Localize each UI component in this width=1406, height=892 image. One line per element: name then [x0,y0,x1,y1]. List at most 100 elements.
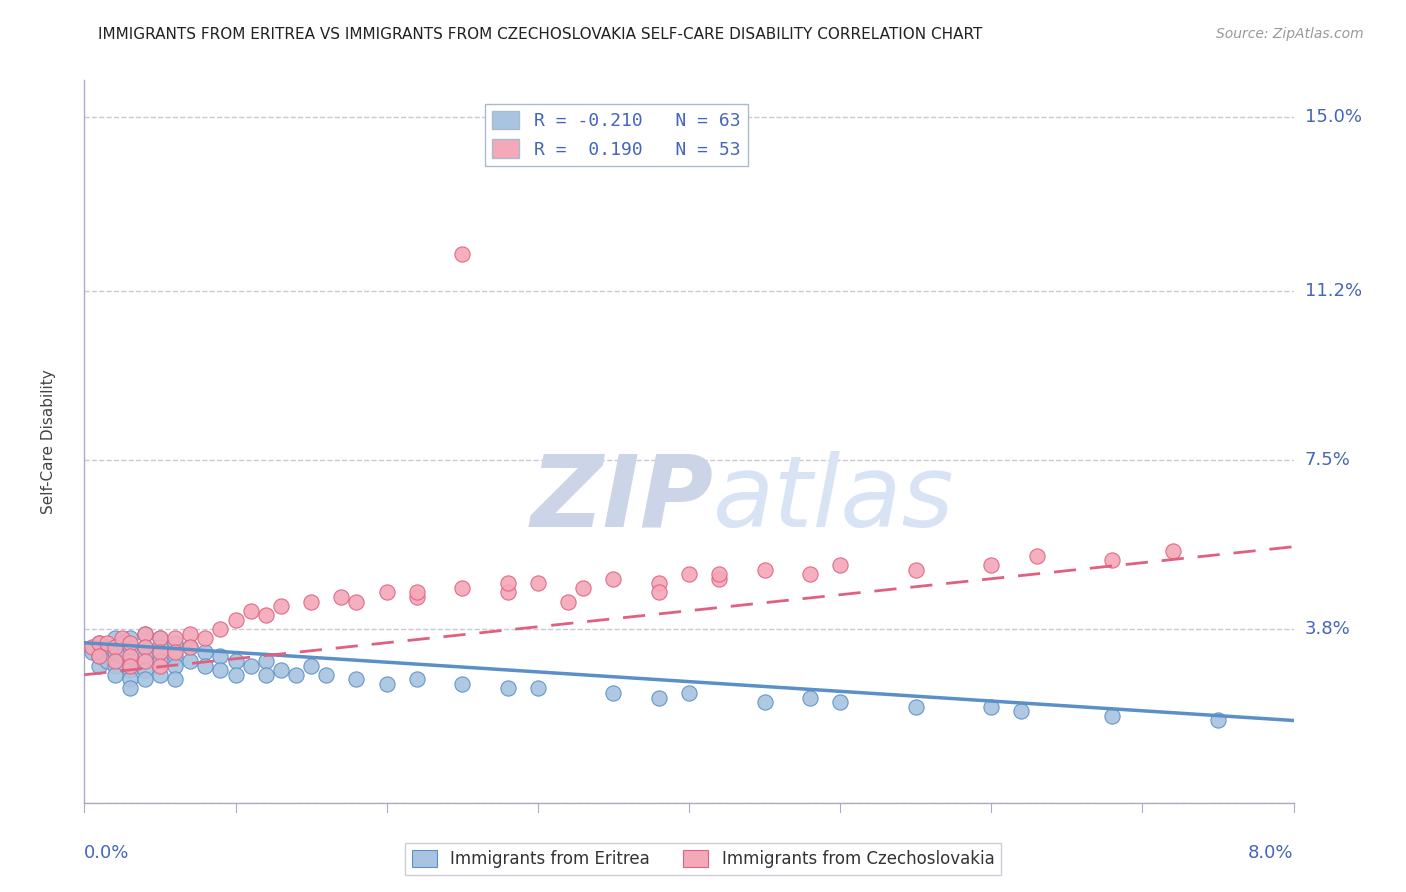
Point [104,658,127,673]
Point [375,677,398,691]
Text: 7.5%: 7.5% [1305,450,1351,469]
Point [451,247,474,261]
Point [254,667,277,681]
Point [1101,709,1123,723]
Point [165,649,187,664]
Text: 11.2%: 11.2% [1305,282,1362,300]
Point [149,658,172,673]
Text: IMMIGRANTS FROM ERITREA VS IMMIGRANTS FROM CZECHOSLOVAKIA SELF-CARE DISABILITY C: IMMIGRANTS FROM ERITREA VS IMMIGRANTS FR… [98,27,983,42]
Point [346,673,368,687]
Point [375,585,398,599]
Point [96,654,118,668]
Point [254,654,277,668]
Point [118,640,141,655]
Point [904,563,927,577]
Point [678,686,700,700]
Point [904,699,927,714]
Point [799,690,821,705]
Point [754,563,776,577]
Point [111,649,134,664]
Point [527,576,550,591]
Point [1161,544,1184,558]
Point [299,658,322,673]
Point [496,585,519,599]
Point [89,636,111,650]
Point [557,594,579,608]
Point [111,636,134,650]
Point [134,626,156,640]
Point [315,667,337,681]
Point [1025,549,1047,563]
Point [209,649,232,664]
Point [285,667,308,681]
Point [225,667,247,681]
Point [1011,704,1033,718]
Point [104,645,127,659]
Point [118,654,141,668]
Point [149,667,172,681]
Point [709,567,731,582]
Text: Self-Care Disability: Self-Care Disability [41,369,56,514]
Point [104,631,127,645]
Point [89,636,111,650]
Point [104,654,127,668]
Point [648,576,671,591]
Point [89,649,111,664]
Point [830,695,852,709]
Point [149,654,172,668]
Point [799,567,821,582]
Point [270,599,292,614]
Point [451,677,474,691]
Point [179,626,201,640]
Point [118,663,141,677]
Point [225,654,247,668]
Point [754,695,776,709]
Point [165,673,187,687]
Point [89,658,111,673]
Point [179,640,201,655]
Point [602,572,624,586]
Point [149,631,172,645]
Point [1101,553,1123,567]
Legend: Immigrants from Eritrea, Immigrants from Czechoslovakia: Immigrants from Eritrea, Immigrants from… [405,843,1001,875]
Point [194,658,217,673]
Text: 15.0%: 15.0% [1305,108,1361,126]
Point [209,622,232,636]
Point [270,663,292,677]
Point [134,626,156,640]
Point [709,572,731,586]
Text: 3.8%: 3.8% [1305,620,1350,638]
Point [602,686,624,700]
Point [80,645,103,659]
Point [527,681,550,696]
Point [980,699,1002,714]
Point [239,658,262,673]
Legend: R = -0.210   N = 63, R =  0.190   N = 53: R = -0.210 N = 63, R = 0.190 N = 53 [485,103,748,166]
Point [648,585,671,599]
Point [104,640,127,655]
Point [678,567,700,582]
Point [149,645,172,659]
Point [239,604,262,618]
Point [299,594,322,608]
Point [89,649,111,664]
Point [134,649,156,664]
Point [118,649,141,664]
Point [179,654,201,668]
Point [165,645,187,659]
Point [118,673,141,687]
Point [111,631,134,645]
Text: Source: ZipAtlas.com: Source: ZipAtlas.com [1216,27,1364,41]
Point [165,631,187,645]
Point [80,640,103,655]
Point [406,673,429,687]
Point [134,663,156,677]
Point [179,640,201,655]
Point [451,581,474,595]
Point [118,636,141,650]
Text: atlas: atlas [713,450,955,548]
Point [346,594,368,608]
Point [830,558,852,572]
Point [1206,714,1229,728]
Point [165,658,187,673]
